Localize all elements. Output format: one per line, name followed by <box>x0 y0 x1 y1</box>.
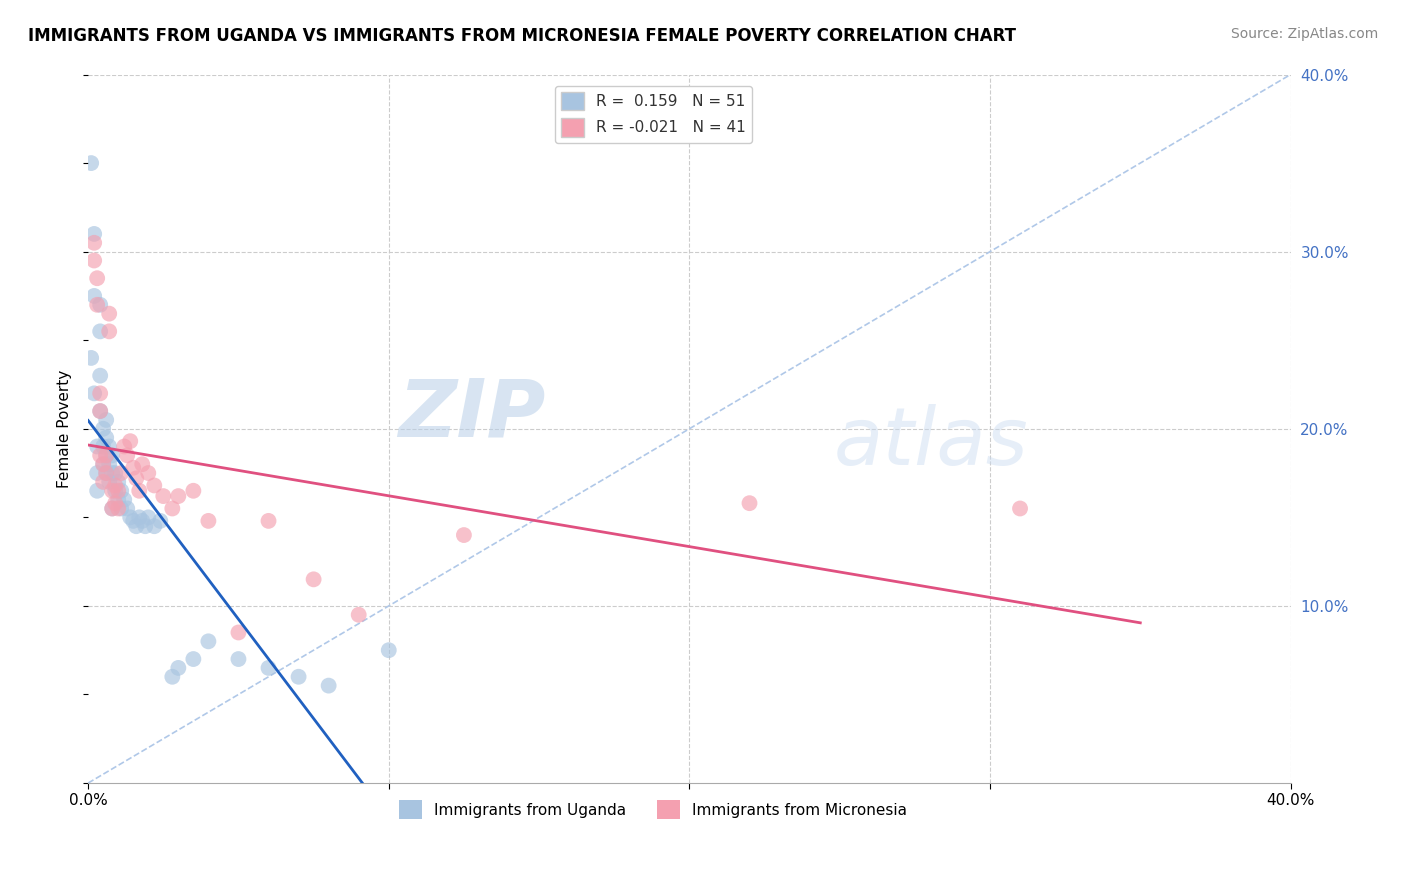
Point <box>131 514 153 528</box>
Point <box>83 227 105 241</box>
Point <box>86 483 108 498</box>
Point <box>104 478 127 492</box>
Point <box>318 679 340 693</box>
Point <box>83 386 105 401</box>
Point <box>89 386 111 401</box>
Point <box>152 489 174 503</box>
Point <box>143 478 166 492</box>
Point <box>122 460 145 475</box>
Point <box>101 501 124 516</box>
Point <box>228 652 250 666</box>
Point <box>91 440 114 454</box>
Point <box>110 466 132 480</box>
Point <box>162 501 184 516</box>
Y-axis label: Female Poverty: Female Poverty <box>58 369 72 488</box>
Point <box>104 483 127 498</box>
Point <box>96 466 118 480</box>
Point <box>738 496 761 510</box>
Point <box>112 440 135 454</box>
Point <box>80 156 103 170</box>
Point <box>107 483 129 498</box>
Point <box>134 519 156 533</box>
Point <box>89 404 111 418</box>
Text: Source: ZipAtlas.com: Source: ZipAtlas.com <box>1230 27 1378 41</box>
Point <box>86 466 108 480</box>
Point <box>162 670 184 684</box>
Point <box>112 492 135 507</box>
Point <box>101 483 124 498</box>
Point <box>302 572 325 586</box>
Point <box>104 466 127 480</box>
Point <box>257 661 280 675</box>
Text: IMMIGRANTS FROM UGANDA VS IMMIGRANTS FROM MICRONESIA FEMALE POVERTY CORRELATION : IMMIGRANTS FROM UGANDA VS IMMIGRANTS FRO… <box>28 27 1017 45</box>
Text: ZIP: ZIP <box>398 376 546 454</box>
Point <box>107 475 129 489</box>
Point <box>86 298 108 312</box>
Point <box>96 431 118 445</box>
Point <box>83 235 105 250</box>
Point <box>115 501 138 516</box>
Point <box>91 422 114 436</box>
Point <box>98 324 121 338</box>
Point <box>128 483 150 498</box>
Point <box>136 466 159 480</box>
Point <box>110 501 132 516</box>
Point <box>98 307 121 321</box>
Point <box>347 607 370 622</box>
Point <box>96 448 118 462</box>
Point <box>120 510 142 524</box>
Point <box>89 298 111 312</box>
Point <box>167 661 190 675</box>
Point <box>453 528 475 542</box>
Point <box>86 271 108 285</box>
Point <box>91 457 114 471</box>
Point <box>98 457 121 471</box>
Point <box>91 457 114 471</box>
Point <box>98 475 121 489</box>
Point <box>183 652 205 666</box>
Point <box>120 434 142 449</box>
Point <box>107 492 129 507</box>
Point <box>257 514 280 528</box>
Legend: Immigrants from Uganda, Immigrants from Micronesia: Immigrants from Uganda, Immigrants from … <box>394 794 914 825</box>
Point <box>183 483 205 498</box>
Point <box>101 448 124 462</box>
Point <box>80 351 103 365</box>
Point <box>89 448 111 462</box>
Point <box>228 625 250 640</box>
Point <box>167 489 190 503</box>
Point <box>89 324 111 338</box>
Point <box>197 634 219 648</box>
Point <box>122 514 145 528</box>
Point <box>136 510 159 524</box>
Point <box>101 501 124 516</box>
Point <box>83 289 105 303</box>
Point <box>378 643 401 657</box>
Text: atlas: atlas <box>834 404 1028 482</box>
Point <box>197 514 219 528</box>
Point <box>96 413 118 427</box>
Point <box>96 448 118 462</box>
Point <box>101 466 124 480</box>
Point <box>131 457 153 471</box>
Point <box>89 368 111 383</box>
Point <box>107 501 129 516</box>
Point <box>115 448 138 462</box>
Point <box>83 253 105 268</box>
Point <box>287 670 309 684</box>
Point <box>91 475 114 489</box>
Point <box>98 440 121 454</box>
Point <box>110 483 132 498</box>
Point <box>149 514 172 528</box>
Point <box>143 519 166 533</box>
Point <box>125 519 148 533</box>
Point <box>1008 501 1031 516</box>
Point <box>104 496 127 510</box>
Point <box>86 440 108 454</box>
Point <box>89 404 111 418</box>
Point <box>128 510 150 524</box>
Point <box>125 471 148 485</box>
Point <box>96 466 118 480</box>
